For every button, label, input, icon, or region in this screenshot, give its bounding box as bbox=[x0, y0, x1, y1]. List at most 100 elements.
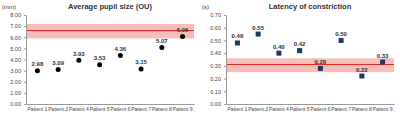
tick-mark bbox=[224, 53, 226, 54]
marker bbox=[118, 53, 123, 58]
tick-label: Patient 5 bbox=[290, 106, 310, 112]
tick: 0.20 bbox=[210, 76, 226, 82]
tick: 0.60 bbox=[210, 25, 226, 31]
tick: Patient 1 bbox=[228, 106, 248, 112]
tick: Patient 9 bbox=[373, 106, 393, 112]
tick-label: 4.00 bbox=[10, 57, 21, 63]
tick: 6.00 bbox=[10, 35, 26, 41]
title: Average pupil size (OU) bbox=[68, 2, 152, 11]
tick-label: 0.00 bbox=[10, 101, 21, 107]
tick: Patient 7 bbox=[331, 106, 351, 112]
data-label: 2.98 bbox=[32, 61, 44, 67]
axis-title: (mm) bbox=[2, 4, 16, 10]
marker bbox=[180, 34, 185, 39]
data-label: 0.22 bbox=[356, 67, 368, 73]
tick: Patient 4 bbox=[69, 106, 89, 112]
data-label: 0.55 bbox=[252, 25, 264, 31]
tick-mark bbox=[224, 104, 226, 105]
tick-label: 0.60 bbox=[210, 25, 221, 31]
tick: Patient 1 bbox=[28, 106, 48, 112]
tick-mark bbox=[24, 48, 26, 49]
marker bbox=[297, 48, 302, 53]
tick-label: Patient 3 bbox=[248, 106, 268, 112]
tick-label: 0.70 bbox=[210, 12, 221, 18]
data-label: 0.33 bbox=[377, 53, 389, 59]
tick-label: 0.10 bbox=[210, 89, 221, 95]
reference-band bbox=[26, 24, 194, 38]
reference-line bbox=[26, 30, 194, 31]
tick: Patient 7 bbox=[131, 106, 151, 112]
tick-mark bbox=[24, 37, 26, 38]
tick-mark bbox=[224, 15, 226, 16]
tick: 3.00 bbox=[10, 68, 26, 74]
reference-line bbox=[226, 64, 394, 65]
marker bbox=[380, 60, 385, 65]
tick-mark bbox=[24, 71, 26, 72]
plot-area bbox=[26, 24, 194, 73]
tick-label: 2.00 bbox=[10, 79, 21, 85]
x-axis: Patient 1Patient 3Patient 4Patient 5Pati… bbox=[227, 105, 395, 112]
tick-label: Patient 9 bbox=[173, 106, 193, 112]
marker bbox=[256, 32, 261, 37]
data-label: 0.48 bbox=[232, 33, 244, 39]
tick: 2.00 bbox=[10, 79, 26, 85]
data-label: 0.28 bbox=[315, 59, 327, 65]
data-label: 6.06 bbox=[177, 27, 189, 33]
tick: 0.50 bbox=[210, 38, 226, 44]
axis-title: (s) bbox=[202, 4, 209, 10]
panel: 0.480.550.400.420.280.500.220.330.000.10… bbox=[210, 12, 394, 111]
tick-label: 1.00 bbox=[10, 90, 21, 96]
tick: Patient 6 bbox=[310, 106, 330, 112]
tick-mark bbox=[224, 28, 226, 29]
tick: 0.30 bbox=[210, 63, 226, 69]
data-label: 0.50 bbox=[335, 31, 347, 37]
data-label: 3.53 bbox=[94, 55, 106, 61]
tick-label: Patient 3 bbox=[48, 106, 68, 112]
tick-label: 5.00 bbox=[10, 46, 21, 52]
y-axis: 0.00 1.00 2.00 3.00 4.00 5.00 6.00 7.00 8.00 bbox=[10, 12, 26, 107]
data-label: 4.36 bbox=[115, 46, 127, 52]
tick: 0.10 bbox=[210, 89, 226, 95]
tick: 0.40 bbox=[210, 50, 226, 56]
marker bbox=[97, 62, 102, 67]
tick: Patient 5 bbox=[90, 106, 110, 112]
tick-mark bbox=[224, 91, 226, 92]
marker bbox=[76, 58, 81, 63]
data-label: 3.93 bbox=[73, 51, 85, 57]
tick-label: Patient 7 bbox=[331, 106, 351, 112]
marker bbox=[139, 66, 144, 71]
tick: 0.00 bbox=[210, 101, 226, 107]
tick-label: 0.50 bbox=[210, 38, 221, 44]
tick: 8.00 bbox=[10, 12, 26, 18]
tick-label: Patient 8 bbox=[152, 106, 172, 112]
tick-mark bbox=[24, 104, 26, 105]
tick-label: Patient 6 bbox=[310, 106, 330, 112]
marker bbox=[35, 68, 40, 73]
tick: Patient 4 bbox=[269, 106, 289, 112]
data-labels: 0.480.550.400.420.280.500.220.33 bbox=[232, 25, 390, 73]
marker bbox=[56, 67, 61, 72]
title: Latency of constriction bbox=[269, 2, 352, 11]
tick-label: 7.00 bbox=[10, 23, 21, 29]
data-label: 5.07 bbox=[156, 38, 168, 44]
tick-label: Patient 1 bbox=[228, 106, 248, 112]
data-label: 0.40 bbox=[273, 44, 285, 50]
tick: Patient 9 bbox=[173, 106, 193, 112]
panel: 2.983.093.933.534.363.155.076.060.001.00… bbox=[10, 12, 194, 111]
axis-line bbox=[26, 16, 27, 105]
tick-label: 6.00 bbox=[10, 35, 21, 41]
tick: 0.00 bbox=[10, 101, 26, 107]
reference-band bbox=[226, 58, 394, 72]
tick-label: 8.00 bbox=[10, 12, 21, 18]
marker bbox=[235, 40, 240, 45]
tick: Patient 6 bbox=[110, 106, 130, 112]
tick-label: Patient 8 bbox=[352, 106, 372, 112]
tick-mark bbox=[224, 40, 226, 41]
data-labels: 2.983.093.933.534.363.155.076.06 bbox=[32, 27, 190, 67]
tick-mark bbox=[24, 26, 26, 27]
tick: Patient 3 bbox=[48, 106, 68, 112]
tick: 5.00 bbox=[10, 46, 26, 52]
tick-label: Patient 4 bbox=[69, 106, 89, 112]
tick: 1.00 bbox=[10, 90, 26, 96]
tick: Patient 8 bbox=[152, 106, 172, 112]
